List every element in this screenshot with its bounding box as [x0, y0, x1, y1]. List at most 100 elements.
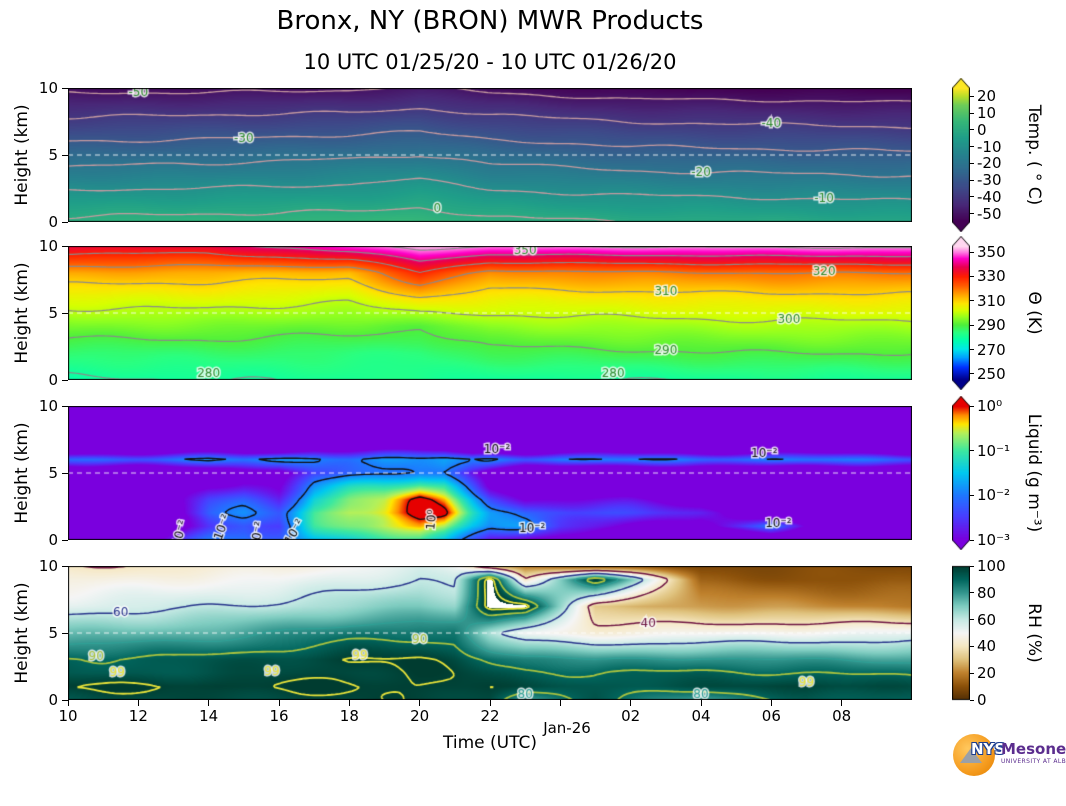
x-tick-label: 02 [621, 707, 641, 725]
y-tick-mark [62, 245, 68, 247]
colorbar-tick-mark [970, 619, 974, 621]
x-tick-label: 18 [339, 707, 359, 725]
y-tick-mark [62, 699, 68, 701]
colorbar-tick-mark [970, 494, 974, 496]
colorbar-axis-label-rh: RH (%) [1024, 603, 1044, 663]
x-tick-label: 22 [480, 707, 500, 725]
y-tick-mark [62, 565, 68, 567]
colorbar-tick-label: 20 [977, 87, 997, 106]
x-tick-mark [489, 700, 491, 706]
colorbar-tick-label: 310 [977, 291, 1006, 310]
colorbar-tick-mark [970, 196, 974, 198]
y-tick-label: 10 [38, 79, 58, 97]
colorbar-tick-label: 0 [977, 120, 987, 139]
colorbar-tick-mark [970, 162, 974, 164]
x-tick-label: 14 [199, 707, 219, 725]
colorbar-tick-mark [970, 213, 974, 215]
colorbar-tick-mark [970, 672, 974, 674]
y-tick-label: 10 [38, 397, 58, 415]
y-tick-label: 5 [48, 624, 58, 642]
colorbar-axis-label-theta: Θ (K) [1024, 291, 1044, 335]
y-tick-mark [62, 312, 68, 314]
colorbar-tick-label: -20 [977, 154, 1002, 173]
x-tick-mark [67, 700, 69, 706]
y-tick-mark [62, 472, 68, 474]
logo-mountain-icon [960, 748, 982, 763]
y-tick-mark [62, 539, 68, 541]
y-tick-label: 5 [48, 464, 58, 482]
y-tick-label: 0 [48, 531, 58, 549]
x-tick-label: 06 [761, 707, 781, 725]
chart-subtitle: 10 UTC 01/25/20 - 10 UTC 01/26/20 [303, 50, 677, 74]
liquid-heatmap [68, 406, 912, 540]
colorbar-tick-mark [970, 592, 974, 594]
y-axis-label: Height (km) [12, 104, 32, 206]
y-tick-label: 0 [48, 371, 58, 389]
nys-mesonet-logo: NYS Mesonet UNIVERSITY AT ALBANY [945, 722, 1066, 802]
y-tick-mark [62, 405, 68, 407]
colorbar-tick-mark [970, 146, 974, 148]
colorbar-tick-label: 0 [977, 691, 987, 709]
colorbar-axis-label-temperature: Temp. ( ° C) [1024, 104, 1044, 206]
y-axis-label: Height (km) [12, 262, 32, 364]
colorbar-tick-label: 80 [977, 583, 997, 602]
colorbar-tick-label: -10 [977, 137, 1002, 156]
y-tick-mark [62, 221, 68, 223]
colorbar-tick-mark [970, 275, 974, 277]
x-tick-mark [419, 700, 421, 706]
logo-name-text: Mesonet [1001, 740, 1066, 758]
x-tick-mark [278, 700, 280, 706]
y-axis-label: Height (km) [12, 582, 32, 684]
y-tick-label: 10 [38, 557, 58, 575]
y-tick-mark [62, 379, 68, 381]
colorbar-tick-mark [970, 95, 974, 97]
relative-humidity-heatmap [68, 566, 912, 700]
colorbar-tick-label: 100 [977, 557, 1006, 575]
colorbar-tick-label: 10 [977, 104, 997, 123]
x-tick-label: 16 [269, 707, 289, 725]
x-tick-label: 04 [691, 707, 711, 725]
colorbar-tick-mark [970, 645, 974, 647]
colorbar-tick-mark [970, 699, 974, 701]
colorbar-tick-mark [970, 324, 974, 326]
colorbar-tick-label: -50 [977, 204, 1002, 223]
colorbar-tick-label: 60 [977, 610, 997, 629]
colorbar-tick-label: -30 [977, 171, 1002, 190]
y-tick-mark [62, 632, 68, 634]
logo-tagline-text: UNIVERSITY AT ALBANY [1001, 758, 1066, 765]
colorbar-tick-label: 10⁻¹ [977, 441, 1011, 460]
logo-org-text: NYS [971, 740, 1006, 758]
x-axis-label: Time (UTC) [443, 733, 537, 753]
colorbar-tick-mark [970, 450, 974, 452]
colorbar-tick-label: 40 [977, 637, 997, 656]
x-tick-label: 10 [58, 707, 78, 725]
y-tick-mark [62, 154, 68, 156]
x-tick-label: 08 [832, 707, 852, 725]
y-tick-label: 5 [48, 304, 58, 322]
y-axis-label: Height (km) [12, 422, 32, 524]
temperature-heatmap [68, 88, 912, 222]
temperature-colorbar [952, 78, 970, 232]
colorbar-tick-mark [970, 251, 974, 253]
colorbar-tick-mark [970, 539, 974, 541]
potential-temperature-colorbar [952, 236, 970, 390]
colorbar-tick-label: 350 [977, 243, 1006, 262]
relative-humidity-colorbar [952, 556, 970, 710]
chart-title: Bronx, NY (BRON) MWR Products [276, 6, 704, 36]
colorbar-tick-mark [970, 179, 974, 181]
colorbar-tick-mark [970, 405, 974, 407]
x-tick-mark [208, 700, 210, 706]
liquid-colorbar [952, 396, 970, 550]
x-tick-mark [841, 700, 843, 706]
colorbar-tick-mark [970, 373, 974, 375]
x-tick-label: 20 [410, 707, 430, 725]
colorbar-tick-label: 250 [977, 364, 1006, 383]
x-tick-mark [348, 700, 350, 706]
x-tick-mark [559, 700, 561, 706]
colorbar-tick-label: 20 [977, 664, 997, 683]
colorbar-tick-label: 330 [977, 267, 1006, 286]
potential-temperature-heatmap [68, 246, 912, 380]
x-tick-mark [700, 700, 702, 706]
colorbar-tick-mark [970, 349, 974, 351]
